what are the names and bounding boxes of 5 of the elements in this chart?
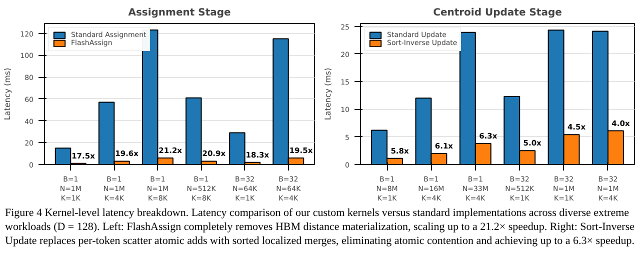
chart-title: Centroid Update Stage bbox=[433, 8, 562, 18]
y-axis-title: Latency (ms) bbox=[324, 68, 333, 120]
caption: Figure 4 Kernel-level latency breakdown. Latency comparison of our custom kernels versus standard implementations across diverse extreme workloads (D = 128). Left: FlashAssign completely removes HBM distance materialization, scaling up to a 21.2× speedup. Right: Sort-Inverse Update replaces per-token scatter atomic adds with sorted localized merges, eliminating atomic contention and achieving up to a 6.3× speedup. bbox=[5, 207, 635, 248]
y-axis-title: Latency (ms) bbox=[3, 68, 12, 120]
chart-title: Assignment Stage bbox=[128, 8, 232, 18]
